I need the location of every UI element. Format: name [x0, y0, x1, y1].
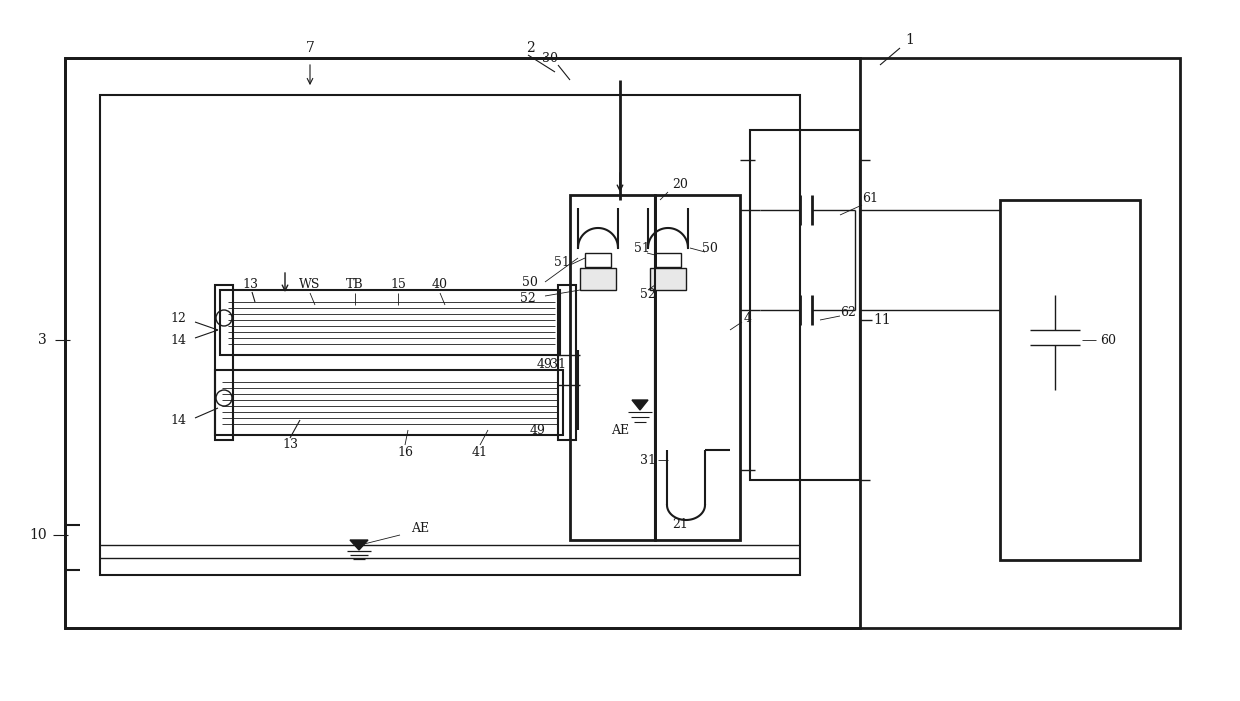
Text: 14: 14: [170, 414, 186, 426]
Text: 20: 20: [672, 179, 688, 191]
Text: 11: 11: [873, 313, 890, 327]
Bar: [64, 58, 1180, 628]
Text: 21: 21: [672, 519, 688, 531]
Text: 16: 16: [397, 446, 413, 458]
Text: WS: WS: [299, 278, 321, 292]
Text: AE: AE: [611, 423, 629, 437]
Bar: [580, 268, 616, 290]
Bar: [750, 130, 861, 480]
Text: 30: 30: [542, 51, 558, 64]
Text: 50: 50: [702, 242, 718, 254]
Bar: [585, 253, 611, 267]
Text: 15: 15: [391, 278, 405, 292]
Text: 49: 49: [529, 423, 546, 437]
Polygon shape: [632, 400, 649, 410]
Bar: [215, 370, 563, 435]
Text: 61: 61: [862, 191, 878, 205]
Bar: [219, 290, 560, 355]
Text: 62: 62: [839, 306, 856, 318]
Bar: [64, 58, 861, 628]
Text: TB: TB: [346, 278, 363, 292]
Bar: [655, 195, 740, 540]
Bar: [570, 195, 655, 540]
Text: 51: 51: [634, 242, 650, 254]
Bar: [655, 253, 681, 267]
Text: 52: 52: [520, 292, 536, 304]
Polygon shape: [350, 540, 368, 550]
Text: 60: 60: [1100, 334, 1116, 346]
Text: 50: 50: [522, 275, 538, 289]
Text: 4: 4: [744, 311, 751, 325]
Text: 2: 2: [526, 41, 534, 55]
Text: 49: 49: [537, 358, 553, 372]
Text: 7: 7: [305, 41, 315, 55]
Text: 31: 31: [551, 358, 565, 372]
Text: 14: 14: [170, 334, 186, 346]
Text: 31: 31: [640, 454, 656, 466]
Text: 51: 51: [554, 255, 570, 268]
Text: 10: 10: [30, 528, 47, 542]
Text: 3: 3: [37, 333, 46, 347]
Bar: [215, 285, 233, 440]
Text: 13: 13: [242, 278, 258, 292]
Text: 13: 13: [281, 439, 298, 451]
Text: 40: 40: [432, 278, 448, 292]
Bar: [999, 200, 1140, 560]
Text: AE: AE: [410, 522, 429, 534]
Bar: [650, 268, 686, 290]
Bar: [558, 285, 577, 440]
Text: 12: 12: [170, 311, 186, 325]
Bar: [100, 95, 800, 575]
Text: 52: 52: [640, 289, 656, 301]
Text: 41: 41: [472, 446, 489, 458]
Text: 1: 1: [905, 33, 914, 47]
